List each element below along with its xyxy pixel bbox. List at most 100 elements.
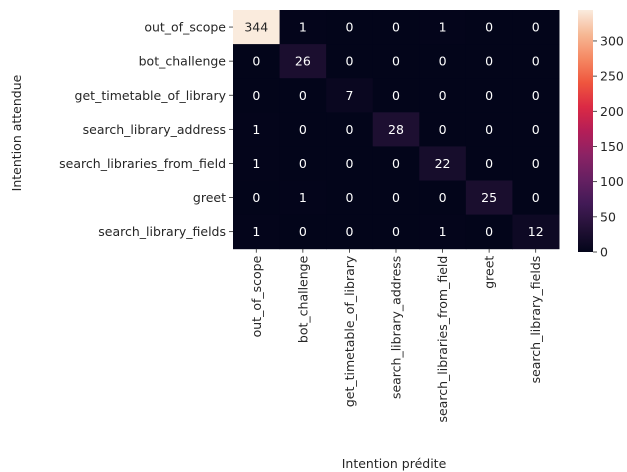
heatmap-cell (372, 10, 420, 45)
cell-value-label: 0 (439, 122, 447, 137)
y-tick-label: search_library_address (83, 122, 226, 137)
heatmap-cell (465, 112, 513, 147)
colorbar-tick-label: 150 (600, 139, 624, 154)
cell-value-label: 0 (532, 156, 540, 171)
heatmap-cell (419, 180, 467, 216)
cell-value-label: 0 (345, 224, 353, 239)
heatmap-cell (326, 214, 374, 250)
cell-value-label: 0 (485, 122, 493, 137)
cell-value-label: 0 (439, 190, 447, 205)
x-tick-labels: out_of_scope bot_challenge get_timetable_o… (249, 248, 543, 423)
heatmap-cell (465, 146, 513, 181)
cell-value-label: 0 (345, 20, 353, 35)
heatmap-cell (279, 180, 327, 216)
cell-value-label: 0 (392, 190, 400, 205)
cell-value-label: 7 (345, 88, 353, 103)
heatmap-cell (326, 180, 374, 216)
cell-value-label: 0 (532, 54, 540, 69)
heatmap-cell (419, 10, 467, 45)
cell-value-label: 0 (345, 156, 353, 171)
heatmap-cell (326, 10, 374, 45)
cell-value-label: 0 (345, 122, 353, 137)
heatmap-cell (233, 10, 281, 45)
cell-value-label: 0 (252, 190, 260, 205)
heatmap-cell (326, 112, 374, 147)
heatmap-cell (372, 44, 420, 79)
y-tick-labels: out_of_scope bot_challenge get_timetable_o… (59, 20, 233, 239)
cell-value-label: 0 (299, 156, 307, 171)
x-tick-label: search_libraries_from_field (435, 256, 450, 423)
heatmap-cell (372, 146, 420, 181)
heatmap-cell (512, 180, 560, 216)
x-tick-label: out_of_scope (249, 255, 264, 337)
y-tick-label: search_libraries_from_field (59, 156, 226, 171)
heatmap-cell (279, 44, 327, 79)
heatmap-cell (233, 112, 281, 147)
heatmap-cell (419, 112, 467, 147)
cell-value-label: 0 (532, 190, 540, 205)
heatmap-cell (372, 78, 420, 113)
heatmap-cell (419, 214, 467, 250)
heatmap-cell (233, 146, 281, 181)
cell-value-label: 0 (299, 224, 307, 239)
colorbar-tick-label: 0 (600, 245, 608, 260)
cell-value-label: 0 (439, 54, 447, 69)
heatmap-cell (419, 44, 467, 79)
x-tick-label: get_timetable_of_library (342, 255, 357, 407)
heatmap-cell (512, 146, 560, 181)
cell-value-label: 0 (392, 88, 400, 103)
cell-value-label: 28 (388, 122, 404, 137)
cell-value-label: 1 (439, 20, 447, 35)
heatmap-cell (419, 78, 467, 113)
colorbar-gradient (578, 10, 593, 252)
cell-value-label: 1 (439, 224, 447, 239)
heatmap-cell (512, 10, 560, 45)
cell-value-label: 25 (481, 190, 497, 205)
colorbar-tick-label: 300 (600, 33, 624, 48)
y-axis-title: Intention attendue (9, 74, 24, 191)
cell-value-label: 1 (252, 224, 260, 239)
heatmap-cell (372, 214, 420, 250)
colorbar-tick-label: 50 (600, 209, 616, 224)
heatmap-cell (419, 146, 467, 181)
cell-value-label: 0 (299, 88, 307, 103)
cell-value-label: 0 (252, 88, 260, 103)
heatmap-cell (372, 112, 420, 147)
cell-value-label: 0 (532, 88, 540, 103)
heatmap-cell (326, 44, 374, 79)
cell-value-label: 0 (392, 156, 400, 171)
cell-value-label: 0 (485, 224, 493, 239)
heatmap-cell (465, 214, 513, 250)
cell-value-label: 0 (299, 122, 307, 137)
heatmap-cell (279, 146, 327, 181)
heatmap-cell (465, 44, 513, 79)
cell-value-label: 0 (392, 54, 400, 69)
heatmap-cell (233, 78, 281, 113)
y-tick-label: bot_challenge (139, 54, 227, 69)
x-axis-title: Intention prédite (342, 456, 447, 471)
cell-value-label: 0 (392, 20, 400, 35)
heatmap-cell (512, 78, 560, 113)
cell-value-label: 1 (252, 156, 260, 171)
heatmap-cell (512, 112, 560, 147)
heatmap-cell (465, 78, 513, 113)
heatmap-cell (512, 44, 560, 79)
cell-value-label: 0 (439, 88, 447, 103)
x-tick-label: bot_challenge (295, 255, 310, 343)
heatmap-cell (233, 214, 281, 250)
cell-value-label: 22 (435, 156, 451, 171)
y-tick-label: out_of_scope (144, 20, 226, 35)
y-tick-label: greet (193, 190, 226, 205)
heatmap-cell (279, 78, 327, 113)
heatmap-cell (279, 112, 327, 147)
cell-value-label: 0 (345, 54, 353, 69)
cell-value-label: 0 (485, 156, 493, 171)
cell-value-label: 12 (528, 224, 544, 239)
heatmap-cell (233, 44, 281, 79)
cell-value-label: 0 (532, 20, 540, 35)
heatmap-cell (465, 180, 513, 216)
heatmap-cell (465, 10, 513, 45)
heatmap-cells: 344 1 0 0 1 0 0 0 26 0 0 0 0 0 0 0 7 0 0 0 0 1 0 0 28 0 0 0 1 0 0 0 22 0 0… (233, 10, 560, 250)
cell-value-label: 1 (252, 122, 260, 137)
